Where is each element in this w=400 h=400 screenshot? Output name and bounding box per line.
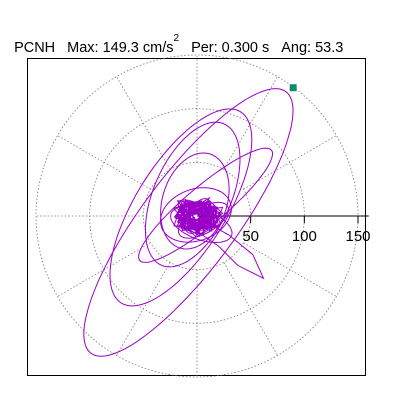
- grid-spoke-240: [116, 262, 171, 356]
- station-code: PCNH: [14, 39, 56, 56]
- orbit-trace: [83, 88, 294, 357]
- angle-value: 53.3: [315, 39, 344, 56]
- orbit-tail: [177, 217, 265, 280]
- orbit-loop-6: [159, 187, 232, 243]
- max-value: 149.3 cm/s: [102, 39, 174, 56]
- orbit-loop-1: [83, 88, 294, 357]
- peak-marker: [289, 84, 297, 92]
- tick-label-50: 50: [242, 228, 259, 245]
- grid-spoke-150: [57, 135, 151, 190]
- grid-spoke-300: [223, 262, 278, 356]
- radial-tick-labels: 50 100 150: [242, 228, 370, 245]
- grid-spoke-120: [116, 76, 171, 170]
- orbit-core-cluster: [172, 196, 224, 238]
- grid-spoke-60: [223, 76, 278, 170]
- orbit-loop-12: [170, 206, 233, 243]
- chart-header: PCNH Max: 149.3 cm/s2 Per: 0.300 s Ang: 53.3: [6, 14, 343, 58]
- peak-marker-group: [289, 84, 297, 92]
- period-value: 0.300 s: [221, 39, 270, 56]
- grid-spoke-330: [243, 242, 337, 297]
- max-unit-exponent: 2: [173, 33, 180, 44]
- tick-label-150: 150: [345, 228, 370, 245]
- period-label: Per:: [191, 39, 218, 56]
- grid-spoke-30: [243, 135, 337, 190]
- orbit-loop-7: [177, 201, 229, 239]
- orbit-loop-5: [160, 152, 230, 250]
- orbit-loop-4: [138, 147, 273, 263]
- plot-frame: [27, 58, 366, 376]
- tick-label-100: 100: [292, 228, 317, 245]
- orbit-loop-3: [144, 121, 241, 268]
- max-label: Max:: [67, 39, 99, 56]
- orbit-loop-2: [109, 108, 253, 307]
- angle-label: Ang:: [281, 39, 312, 56]
